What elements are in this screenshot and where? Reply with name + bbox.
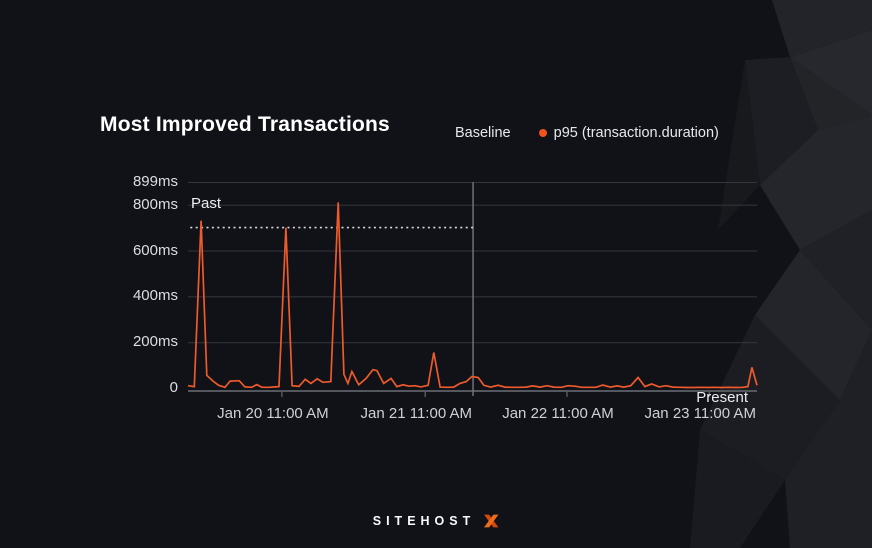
legend-item-p95[interactable]: p95 (transaction.duration)	[538, 125, 719, 141]
x-tick-mark	[281, 390, 283, 397]
chart-legend: Baseline p95 (transaction.duration)	[455, 123, 719, 143]
legend-baseline-label: Baseline	[455, 125, 511, 141]
x-axis-tick-label: Jan 20 11:00 AM	[217, 405, 329, 422]
y-axis-tick-label: 200ms	[132, 333, 178, 351]
x-axis-tick-label: Jan 23 11:00 AM	[644, 405, 756, 422]
legend-series-label: p95 (transaction.duration)	[553, 125, 719, 141]
past-annotation: Past	[191, 195, 222, 212]
y-axis-tick-label: 899ms	[132, 173, 178, 190]
footer-brand: SITEHOST	[373, 514, 500, 528]
x-axis-tick-label: Jan 22 11:00 AM	[502, 405, 614, 422]
present-annotation: Present	[696, 389, 748, 406]
y-axis-tick-label: 0	[169, 379, 178, 396]
p95-series-line	[187, 202, 758, 389]
chart-title: Most Improved Transactions	[100, 113, 390, 136]
x-axis-tick-label: Jan 21 11:00 AM	[360, 405, 472, 422]
x-mark-icon	[483, 514, 498, 528]
brand-wordmark: SITEHOST	[372, 514, 476, 528]
y-axis-tick-label: 400ms	[132, 287, 178, 305]
x-tick-mark	[566, 390, 568, 397]
past-present-divider-line	[472, 182, 474, 396]
legend-item-baseline[interactable]: Baseline	[455, 125, 511, 141]
y-axis-tick-label: 800ms	[132, 195, 178, 213]
x-tick-mark	[708, 390, 710, 397]
series-dot-icon	[538, 129, 547, 137]
x-tick-mark	[424, 390, 426, 397]
y-axis-tick-label: 600ms	[132, 241, 178, 259]
